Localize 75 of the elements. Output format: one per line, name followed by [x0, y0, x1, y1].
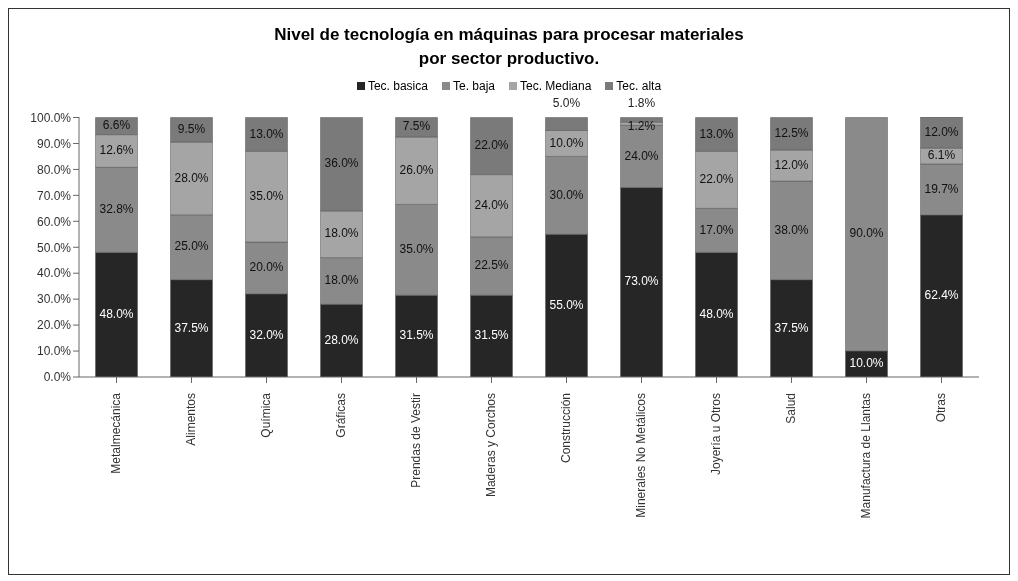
x-tick-label: Salud — [783, 393, 798, 424]
y-tick-label: 60.0% — [36, 214, 72, 229]
data-label: 32.8% — [99, 202, 134, 217]
data-label: 35.0% — [249, 188, 284, 203]
data-label: 13.0% — [699, 126, 734, 141]
legend-label: Tec. basica — [366, 79, 428, 93]
y-tick-label: 30.0% — [36, 292, 72, 307]
data-label: 73.0% — [624, 274, 659, 289]
x-tick-label: Gráficas — [333, 393, 348, 438]
y-tick-label: 80.0% — [36, 162, 72, 177]
data-label: 13.0% — [249, 126, 284, 141]
x-tick-label: Joyería u Otros — [708, 393, 723, 476]
data-label: 28.0% — [174, 170, 209, 185]
y-tick-label: 40.0% — [36, 266, 72, 281]
data-label: 12.0% — [924, 124, 959, 139]
y-tick-label: 70.0% — [36, 188, 72, 203]
y-tick-label: 10.0% — [36, 344, 72, 359]
data-label: 6.6% — [102, 118, 131, 133]
x-tick-label: Manufactura de Llantas — [858, 393, 873, 519]
legend-label: Te. baja — [451, 79, 495, 93]
data-label: 31.5% — [474, 328, 509, 343]
data-label: 35.0% — [399, 242, 434, 257]
y-tick-label: 20.0% — [36, 318, 72, 333]
data-label: 10.0% — [549, 135, 584, 150]
data-label: 38.0% — [774, 222, 809, 237]
data-label: 17.0% — [699, 222, 734, 237]
y-tick-label: 90.0% — [36, 136, 72, 151]
data-label: 1.2% — [627, 118, 656, 133]
data-label: 19.7% — [924, 181, 959, 196]
x-tick-label: Metalmecánica — [108, 392, 123, 474]
data-label: 22.0% — [474, 138, 509, 153]
data-label: 9.5% — [177, 122, 206, 137]
data-label: 36.0% — [324, 156, 359, 171]
x-tick-label: Otras — [933, 393, 948, 423]
data-label: 55.0% — [549, 297, 584, 312]
x-tick-label: Maderas y Corchos — [483, 393, 498, 498]
x-tick-label: Minerales No Metálicos — [633, 393, 648, 518]
x-tick-label: Alimentos — [183, 393, 198, 446]
data-label: 18.0% — [324, 226, 359, 241]
data-label: 48.0% — [699, 306, 734, 321]
data-label: 18.0% — [324, 273, 359, 288]
bar — [620, 117, 663, 123]
data-label: 32.0% — [249, 327, 284, 342]
data-label: 48.0% — [99, 306, 134, 321]
legend-label: Tec. Mediana — [519, 79, 592, 93]
data-label: 24.0% — [624, 148, 659, 163]
data-label: 25.0% — [174, 239, 209, 254]
data-label: 22.0% — [699, 171, 734, 186]
data-label: 62.4% — [924, 288, 959, 303]
data-label: 10.0% — [849, 356, 884, 371]
data-label: 20.0% — [249, 260, 284, 275]
y-tick-label: 50.0% — [36, 240, 72, 255]
y-tick-label: 100.0% — [30, 110, 72, 125]
legend-label: Tec. alta — [615, 79, 662, 93]
data-label: 31.5% — [399, 328, 434, 343]
data-label: 12.6% — [99, 143, 134, 158]
data-label: 24.0% — [474, 197, 509, 212]
x-tick-label: Construcción — [558, 393, 573, 464]
data-label: 28.0% — [324, 332, 359, 347]
data-label: 7.5% — [402, 119, 431, 134]
data-label: 90.0% — [849, 226, 884, 241]
chart-title: Nivel de tecnología en máquinas para procesar materiales por sector productivo. — [273, 24, 745, 70]
y-tick-label: 0.0% — [43, 370, 72, 385]
data-label: 1.8% — [627, 95, 656, 110]
data-label: 12.0% — [774, 157, 809, 172]
x-tick-label: Prendas de Vestir — [408, 393, 423, 488]
x-tick-label: Química — [258, 392, 273, 438]
data-label: 6.1% — [927, 148, 956, 163]
data-label: 37.5% — [174, 320, 209, 335]
data-label: 22.5% — [474, 258, 509, 273]
data-label: 12.5% — [774, 125, 809, 140]
data-label: 37.5% — [774, 320, 809, 335]
data-label: 5.0% — [552, 95, 581, 110]
data-label: 26.0% — [399, 162, 434, 177]
data-label: 30.0% — [549, 187, 584, 202]
